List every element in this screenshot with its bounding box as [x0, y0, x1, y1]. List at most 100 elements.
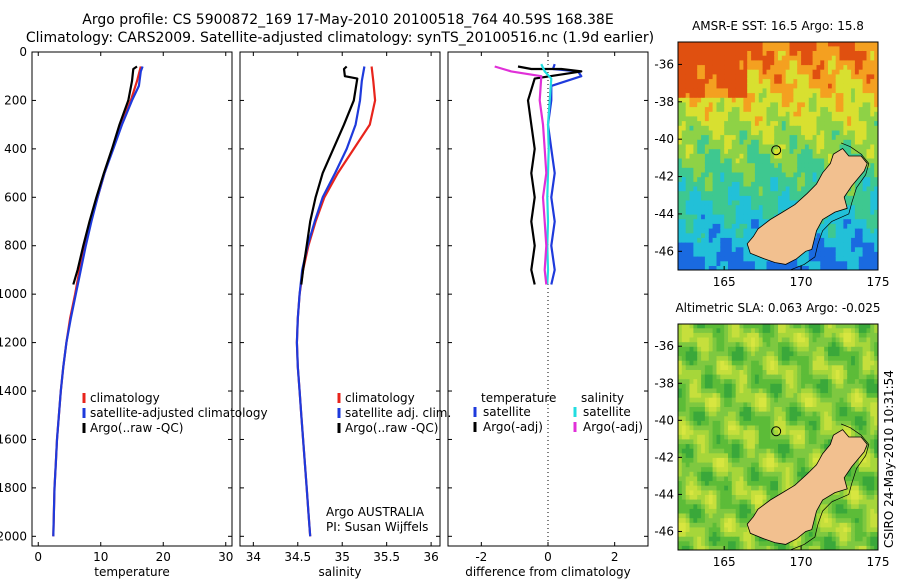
map-cell	[781, 341, 787, 347]
map-cell	[785, 167, 791, 173]
map-cell	[739, 111, 744, 117]
map-cell	[874, 115, 878, 122]
map-cell	[697, 101, 702, 108]
map-cell	[716, 425, 721, 431]
map-cell	[728, 324, 733, 329]
map-cell	[824, 73, 829, 80]
map-cell	[797, 167, 802, 173]
map-cell	[685, 355, 691, 361]
map-cell	[747, 232, 752, 238]
map-cell	[697, 83, 702, 89]
map-cell	[774, 64, 779, 70]
map-cell	[758, 489, 764, 495]
map-cell	[770, 50, 775, 56]
map-cell	[716, 83, 721, 89]
map-cell	[681, 190, 687, 196]
map-cell	[816, 383, 821, 389]
map-cell	[774, 438, 779, 445]
map-cell	[797, 78, 802, 84]
map-cell	[704, 167, 710, 173]
map-cell	[720, 471, 725, 477]
map-cell	[728, 448, 733, 454]
map-cell	[704, 185, 710, 192]
map-cell	[758, 45, 764, 51]
map-cell	[835, 526, 841, 532]
map-cell	[839, 223, 844, 229]
map-cell	[747, 513, 752, 519]
map-cell	[835, 364, 841, 370]
map-cell	[724, 438, 729, 445]
map-cell	[701, 251, 706, 257]
map-cell	[785, 434, 791, 440]
map-cell	[797, 181, 802, 187]
map-cell	[689, 324, 694, 329]
map-cell	[804, 387, 810, 394]
map-cell	[804, 545, 810, 550]
map-cell	[751, 256, 756, 262]
map-cell	[678, 265, 683, 270]
map-cell	[681, 485, 687, 491]
map-cell	[712, 364, 717, 370]
map-cell	[739, 204, 744, 210]
map-cell	[681, 209, 687, 215]
map-cell	[862, 237, 867, 243]
map-cell	[716, 265, 721, 270]
map-cell	[751, 125, 756, 131]
map-cell	[708, 232, 714, 238]
map-cell	[858, 237, 864, 243]
panel-frame	[31, 51, 233, 547]
map-cell	[851, 346, 856, 352]
map-cell	[778, 195, 783, 201]
map-cell	[739, 242, 744, 248]
map-cell	[847, 246, 852, 252]
map-cell	[716, 251, 721, 257]
map-cell	[678, 134, 683, 140]
map-cell	[708, 59, 714, 66]
map-cell	[874, 69, 878, 75]
map-cell	[735, 508, 741, 514]
map-cell	[820, 526, 825, 532]
map-cell	[697, 45, 702, 51]
map-cell	[793, 364, 798, 370]
map-cell	[858, 78, 864, 84]
map-cell	[681, 213, 687, 220]
map-cell	[720, 522, 725, 528]
map-cell	[816, 429, 821, 435]
map-cell	[704, 429, 710, 435]
map-cell	[785, 78, 791, 84]
map-cell	[743, 355, 748, 361]
map-cell	[708, 531, 714, 537]
map-cell	[812, 462, 817, 468]
map-cell	[735, 55, 741, 61]
map-cell	[693, 176, 698, 182]
map-cell	[724, 171, 729, 178]
map-cell	[704, 494, 710, 500]
map-cell	[778, 337, 783, 343]
map-cell	[754, 337, 760, 343]
map-cell	[747, 378, 752, 384]
map-cell	[808, 360, 814, 366]
map-cell	[793, 540, 798, 546]
map-cell	[797, 101, 802, 108]
map-cell	[728, 223, 733, 229]
map-cell	[751, 69, 756, 75]
map-cell	[770, 101, 775, 108]
map-cell	[724, 369, 729, 375]
map-cell	[693, 378, 698, 384]
map-cell	[797, 69, 802, 75]
map-cell	[681, 237, 687, 243]
map-cell	[766, 59, 771, 66]
map-cell	[778, 489, 783, 495]
map-cell	[701, 383, 706, 389]
map-cell	[724, 425, 729, 431]
map-cell	[862, 106, 867, 112]
map-cell	[747, 420, 752, 426]
map-cell	[824, 420, 829, 426]
map-cell	[797, 324, 802, 329]
map-cell	[689, 106, 694, 112]
map-cell	[797, 176, 802, 182]
map-cell	[681, 153, 687, 159]
map-cell	[843, 143, 848, 150]
map-cell	[739, 545, 744, 550]
map-cell	[778, 111, 783, 117]
